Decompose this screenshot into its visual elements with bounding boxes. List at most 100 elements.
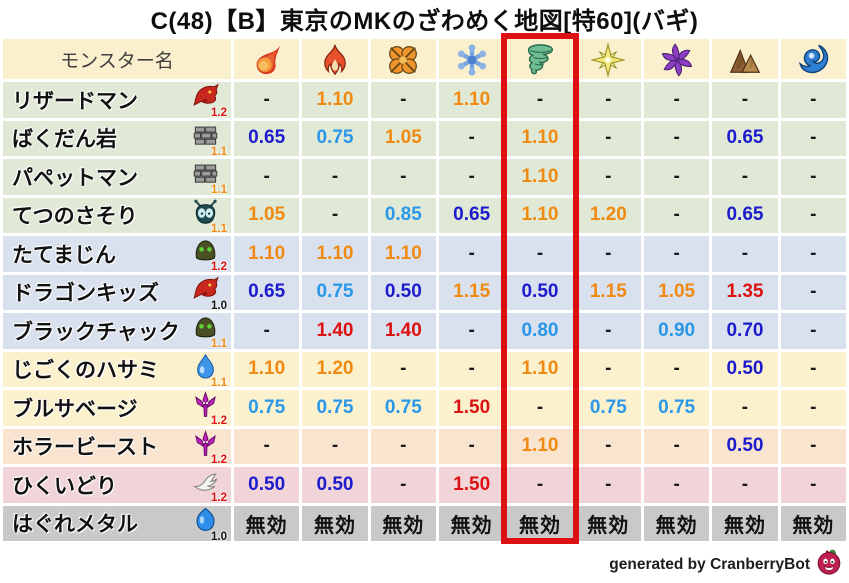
cranberry-bot-icon [815,548,843,581]
golem-icon [195,317,216,338]
multiplier-cell: 無効 [643,505,710,541]
monster-row: てつのさそり 1.1 1.05-0.85 0.65 1.10 1.20-0.65- [3,197,846,235]
waterdrop-icon [197,353,214,379]
multiplier-cell: 無効 [780,505,846,541]
multiplier-cell: - [302,159,368,195]
multiplier-cell: 1.10 [234,236,300,272]
multiplier-cell: 1.05 [234,197,300,233]
monster-family: 1.2 [185,82,227,119]
multiplier-cell: 0.65 [712,120,778,156]
multiplier-cell: - [370,467,436,503]
rate-badge: 1.2 [211,261,227,274]
monster-family: 1.2 [185,390,227,427]
multiplier-cell: 1.10 [507,120,573,156]
table-body: リザードマン 1.2-1.10-1.10- - - - - ばくだん岩 1.1 0.65 0.75… [3,82,846,543]
rate-badge: 1.2 [211,453,227,466]
multiplier-cell: 無効 [575,505,641,541]
multiplier-cell: - [507,390,573,426]
multiplier-cell: 1.10 [507,197,573,233]
multiplier-cell: 0.80 [507,313,573,349]
multiplier-cell: 0.65 [234,120,300,156]
multiplier-cell: - [438,428,505,464]
demon-icon [195,429,216,456]
multiplier-cell: - [643,120,710,156]
multiplier-cell: 1.20 [575,197,641,233]
multiplier-cell: - [643,428,710,464]
rate-badge: 1.0 [211,299,227,312]
multiplier-cell: - [780,197,846,233]
monster-name: パペットマン [12,166,138,190]
bagi-wind-icon [527,44,553,75]
multiplier-cell: 0.50 [234,467,300,503]
material-icon [193,164,218,183]
multiplier-cell: 0.75 [302,274,368,310]
material-icon [193,126,218,145]
monster-row: ドラゴンキッズ 1.0 0.65 0.75 0.50 1.15 0.50 1.15 1.05 1.… [3,274,846,312]
multiplier-cell: 1.10 [234,351,300,387]
multiplier-cell: 0.75 [302,390,368,426]
multiplier-cell: - [780,313,846,349]
multiplier-cell: - [507,467,573,503]
monster-row: パペットマン 1.1- - - -1.10- - - - [3,159,846,196]
multiplier-cell: 1.15 [575,274,641,310]
multiplier-cell: - [643,236,710,272]
monster-family: 1.1 [185,159,227,196]
element-column-header-3 [370,39,436,79]
multiplier-cell: 0.65 [234,274,300,310]
rate-badge: 1.2 [211,492,227,505]
multiplier-cell: 0.75 [575,390,641,426]
monster-family: 1.2 [185,467,227,505]
multiplier-cell: 1.20 [302,351,368,387]
element-column-header-9 [780,39,846,79]
wing-icon [193,473,218,491]
multiplier-cell: 0.75 [643,390,710,426]
monster-row: たてまじん 1.2 1.10 1.10 1.10- - - - - - [3,236,846,274]
multiplier-cell: 0.50 [712,428,778,464]
dolma-dark-icon [661,43,692,77]
multiplier-cell: - [575,428,641,464]
multiplier-cell: 1.10 [507,351,573,387]
multiplier-cell: 1.10 [302,82,368,118]
monster-name: てつのさそり [12,205,138,229]
multiplier-cell: 無効 [370,505,436,541]
monster-row: ホラービースト 1.2- - - -1.10- -0.50- [3,428,846,466]
multiplier-cell: - [234,313,300,349]
element-column-header-2 [302,39,368,79]
multiplier-cell: - [712,467,778,503]
monster-family: 1.1 [185,313,227,350]
monster-name-cell: じごくのハサミ 1.1 [3,351,231,389]
dragon-icon [193,276,219,299]
multiplier-cell: - [575,120,641,156]
monster-family: 1.2 [185,236,227,274]
multiplier-cell: 無効 [302,505,368,541]
multiplier-cell: - [438,120,505,156]
multiplier-cell: 0.75 [234,390,300,426]
monster-name: ばくだん岩 [12,128,117,152]
monster-row: ばくだん岩 1.1 0.65 0.75 1.05-1.10- -0.65- [3,120,846,158]
multiplier-cell: - [780,428,846,464]
monster-row: ブルサベージ 1.2 0.75 0.75 0.75 1.50-0.75 0.75- - [3,390,846,427]
monster-name-cell: ホラービースト 1.2 [3,428,231,466]
multiplier-cell: 1.10 [370,236,436,272]
multiplier-cell: 0.50 [302,467,368,503]
multiplier-cell: - [780,120,846,156]
multiplier-cell: 0.75 [302,120,368,156]
footer: generated by CranberryBot [609,548,843,581]
multiplier-cell: - [643,351,710,387]
multiplier-cell: - [575,351,641,387]
monster-name-cell: ばくだん岩 1.1 [3,120,231,158]
element-column-header-6 [575,39,641,79]
multiplier-cell: 1.50 [438,390,505,426]
multiplier-cell: - [575,82,641,118]
multiplier-cell: - [575,467,641,503]
monster-name: ブルサベージ [12,397,138,421]
multiplier-cell: 1.10 [507,159,573,195]
monster-family: 1.1 [185,121,227,158]
gira-flame-icon [324,44,346,76]
monster-family: 1.0 [185,275,227,312]
multiplier-cell: 1.40 [302,313,368,349]
element-column-header-1 [234,39,300,79]
footer-credit: generated by CranberryBot [609,555,810,573]
monster-family: 1.1 [185,352,227,389]
multiplier-cell: - [370,428,436,464]
